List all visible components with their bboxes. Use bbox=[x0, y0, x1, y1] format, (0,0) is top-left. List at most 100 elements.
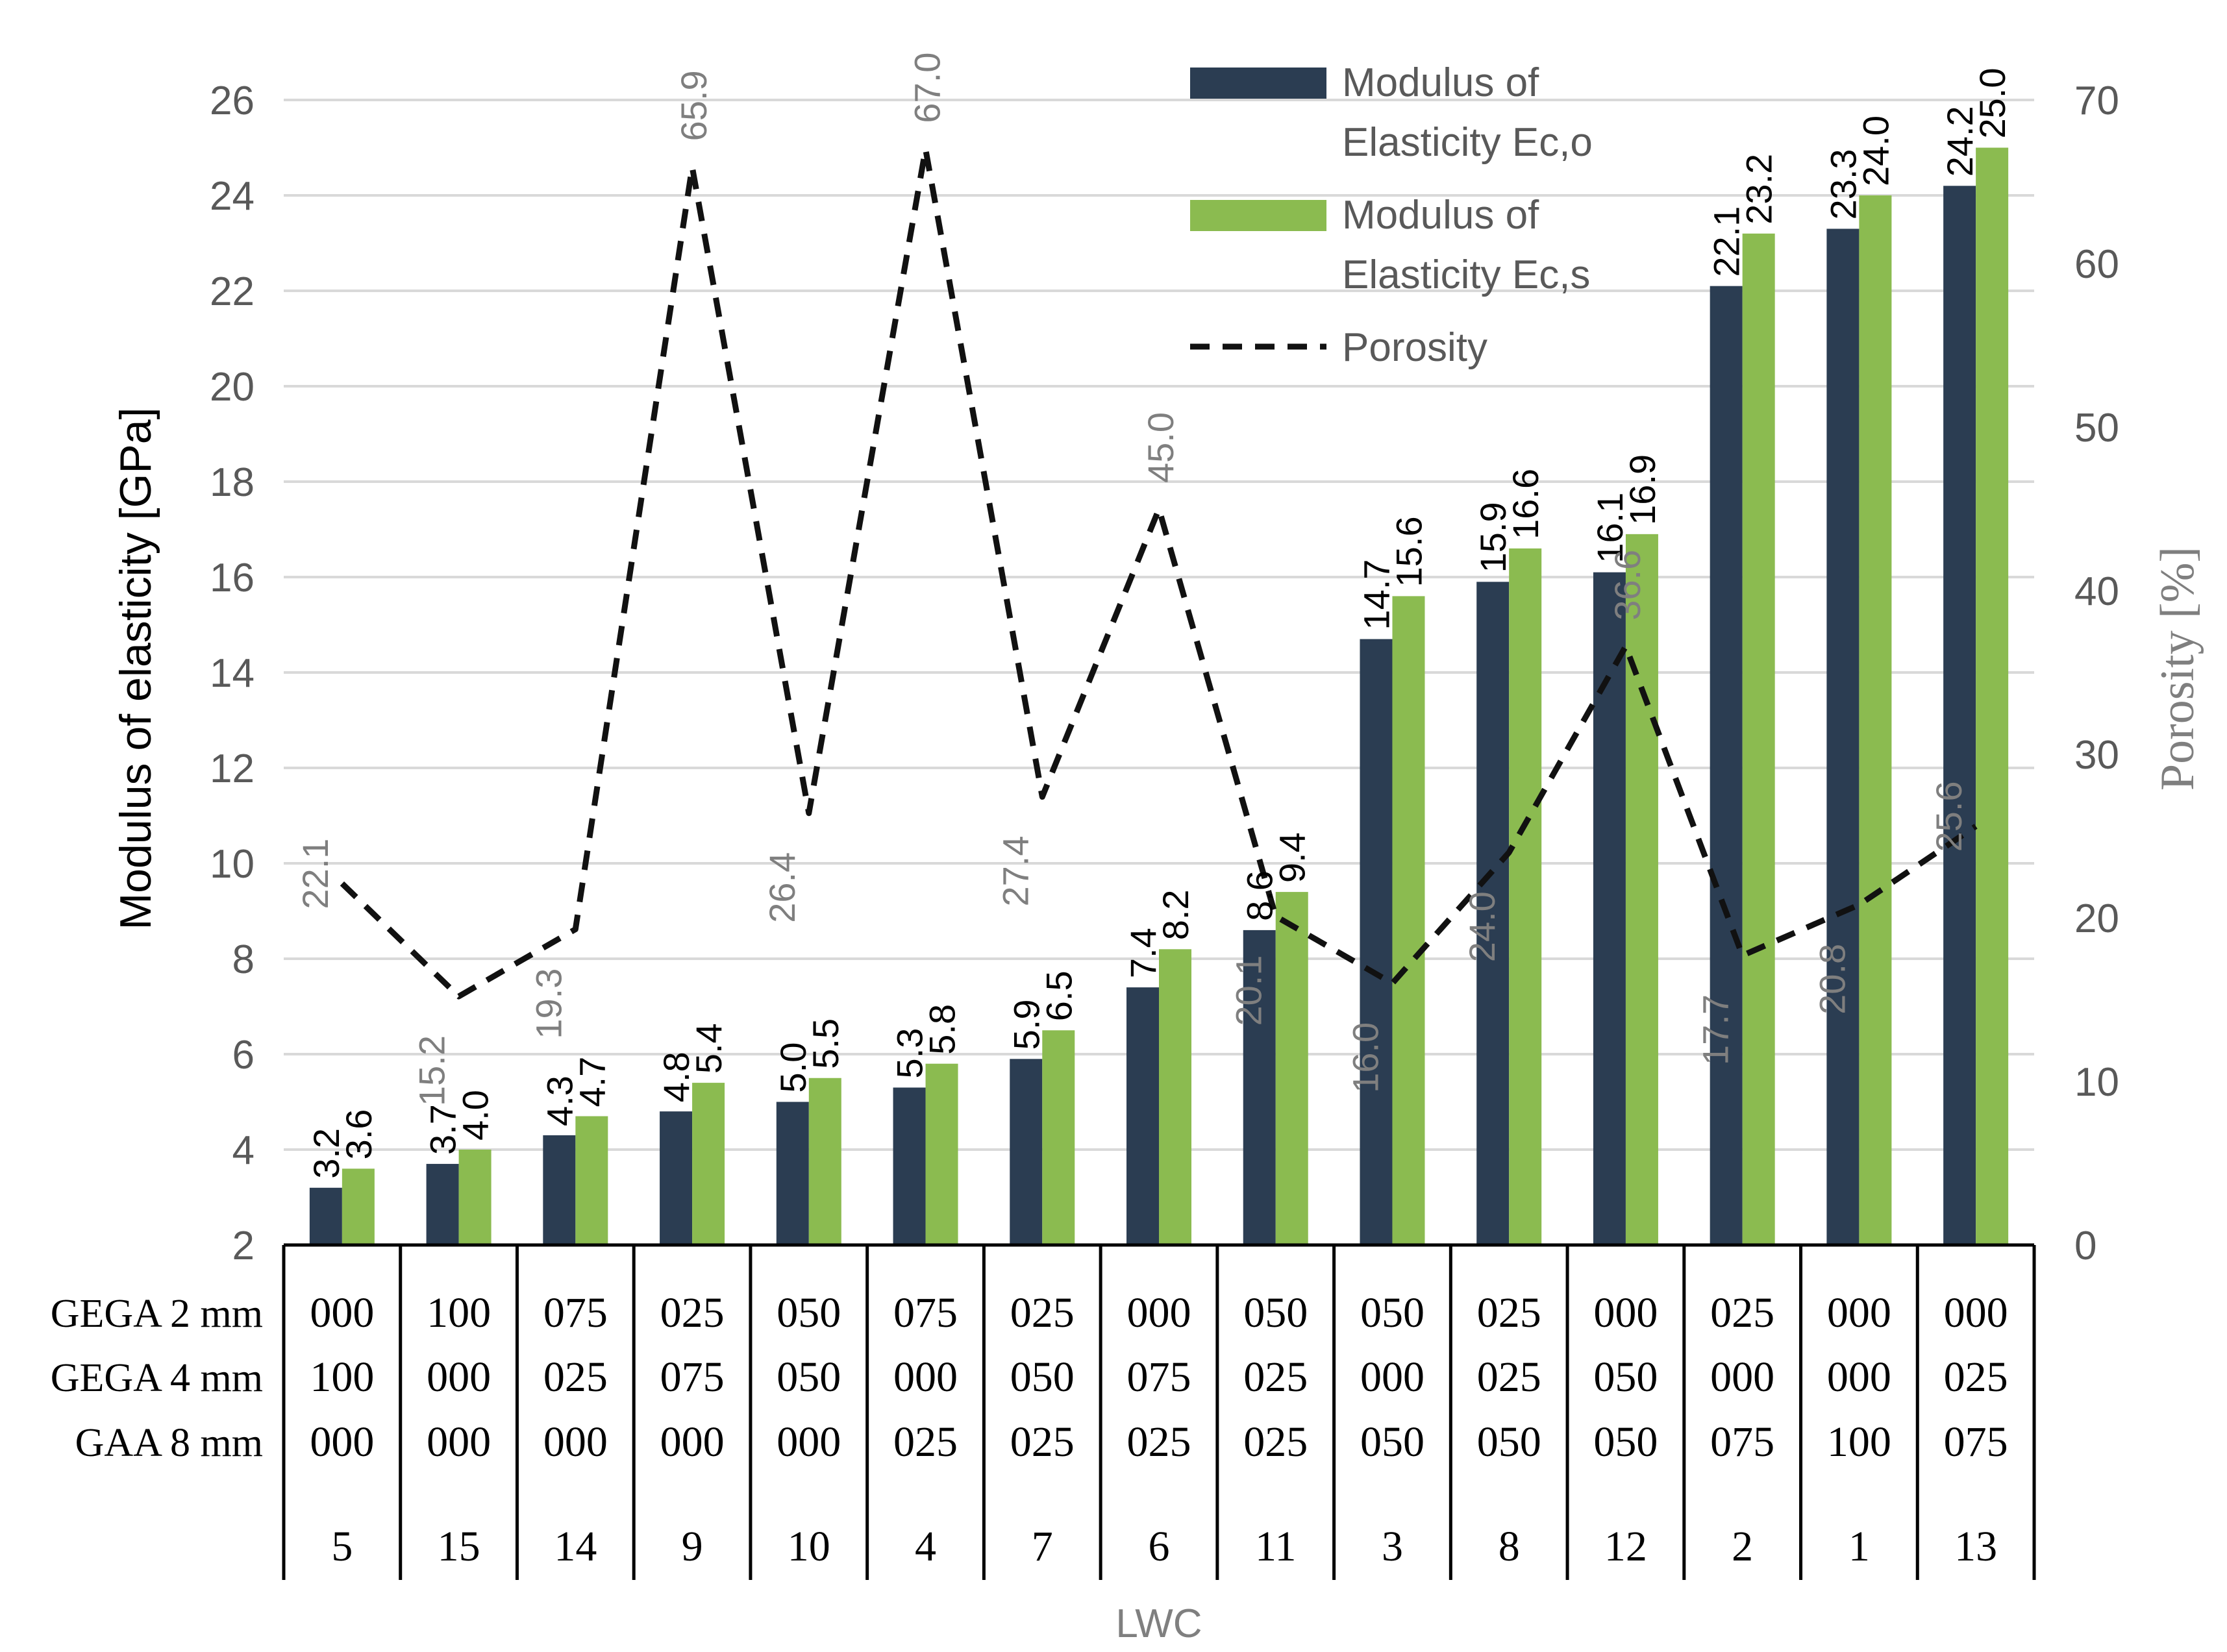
table-cell: 000 bbox=[1593, 1289, 1658, 1337]
y2-tick-label: 10 bbox=[2074, 1060, 2119, 1105]
y2-tick-label: 0 bbox=[2074, 1224, 2096, 1268]
bar-ec-s bbox=[925, 1063, 958, 1245]
table-cell: 075 bbox=[543, 1289, 608, 1337]
table-cell: 050 bbox=[1593, 1418, 1658, 1466]
data-label-ec-o: 23.3 bbox=[1823, 149, 1863, 219]
data-label-porosity: 17.7 bbox=[1695, 994, 1736, 1065]
data-label-porosity: 19.3 bbox=[528, 968, 569, 1039]
table-cell: 100 bbox=[1827, 1418, 1891, 1466]
table-row-label: GAA 8 mm bbox=[75, 1421, 263, 1465]
y-tick-label: 26 bbox=[210, 79, 255, 123]
y2-axis-title: Porosity [%] bbox=[2151, 547, 2204, 791]
y-tick-label: 14 bbox=[210, 651, 255, 696]
data-label-porosity: 20.8 bbox=[1811, 944, 1852, 1015]
data-label-ec-s: 9.4 bbox=[1272, 832, 1313, 883]
table-cell: 025 bbox=[543, 1353, 608, 1401]
table-cell: 000 bbox=[1944, 1289, 2008, 1337]
y-tick-label: 22 bbox=[210, 269, 255, 314]
table-cell: 000 bbox=[1360, 1353, 1425, 1401]
y2-tick-label: 30 bbox=[2074, 733, 2119, 778]
table-cell: 025 bbox=[893, 1418, 958, 1466]
data-label-ec-s: 5.4 bbox=[688, 1023, 729, 1074]
data-label-ec-o: 5.9 bbox=[1006, 999, 1047, 1050]
x-category-label: 6 bbox=[1149, 1523, 1170, 1570]
legend: Modulus of Elasticity Ec,o Modulus of El… bbox=[1190, 60, 1593, 370]
data-label-ec-o: 15.9 bbox=[1473, 502, 1513, 573]
data-label-ec-o: 5.3 bbox=[890, 1028, 930, 1079]
data-label-ec-o: 22.1 bbox=[1706, 206, 1747, 277]
table-cell: 000 bbox=[427, 1418, 491, 1466]
data-label-porosity: 20.1 bbox=[1228, 955, 1269, 1026]
table-cell: 000 bbox=[310, 1289, 374, 1337]
data-label-porosity: 45.0 bbox=[1140, 412, 1181, 483]
data-label-ec-s: 8.2 bbox=[1155, 889, 1196, 940]
bar-ec-o bbox=[1593, 572, 1626, 1245]
table-cell: 050 bbox=[1360, 1418, 1425, 1466]
table-cell: 050 bbox=[1477, 1418, 1541, 1466]
table-cell: 025 bbox=[1477, 1353, 1541, 1401]
y-tick-label: 10 bbox=[210, 842, 255, 887]
y2-tick-label: 40 bbox=[2074, 569, 2119, 614]
bar-ec-o bbox=[1943, 186, 1976, 1245]
table-cell: 050 bbox=[1360, 1289, 1425, 1337]
data-label-ec-o: 7.4 bbox=[1123, 928, 1163, 978]
data-label-ec-s: 5.8 bbox=[922, 1004, 963, 1055]
x-category-label: 3 bbox=[1382, 1523, 1403, 1570]
data-label-ec-o: 4.8 bbox=[656, 1052, 697, 1102]
table-cell: 050 bbox=[777, 1353, 841, 1401]
data-label-ec-s: 25.0 bbox=[1972, 68, 2013, 139]
legend-label-ec-o-line2: Elasticity Ec,o bbox=[1342, 120, 1593, 165]
y-tick-label: 6 bbox=[232, 1033, 255, 1078]
bar-ec-o bbox=[1010, 1059, 1043, 1245]
data-label-ec-s: 3.6 bbox=[338, 1109, 379, 1160]
table-cell: 075 bbox=[1710, 1418, 1774, 1466]
bars bbox=[309, 147, 2009, 1246]
table-cell: 025 bbox=[1477, 1289, 1541, 1337]
legend-label-porosity: Porosity bbox=[1342, 325, 1487, 370]
bar-ec-o bbox=[893, 1087, 926, 1245]
table-cell: 000 bbox=[777, 1418, 841, 1466]
y-tick-label: 24 bbox=[210, 174, 255, 219]
data-labels: 3.23.6 3.74.0 4.34.7 4.85.4 5.05.5 5.35.8 5.96… bbox=[295, 53, 2013, 1179]
table-cell: 100 bbox=[427, 1289, 491, 1337]
table-cell: 000 bbox=[893, 1353, 958, 1401]
table-cell: 000 bbox=[543, 1418, 608, 1466]
x-category-label: 8 bbox=[1499, 1523, 1520, 1570]
y2-tick-label: 70 bbox=[2074, 79, 2119, 123]
data-label-ec-o: 3.2 bbox=[306, 1128, 347, 1179]
table-cell: 100 bbox=[310, 1353, 374, 1401]
bar-ec-s bbox=[692, 1083, 725, 1245]
bar-ec-s bbox=[458, 1150, 491, 1245]
bar-ec-o bbox=[1126, 987, 1159, 1245]
bar-ec-s bbox=[1159, 949, 1191, 1245]
bar-ec-o bbox=[1476, 582, 1510, 1245]
data-label-ec-o: 3.7 bbox=[423, 1104, 464, 1155]
porosity-line bbox=[340, 146, 1978, 1000]
legend-swatch-ec-o bbox=[1190, 68, 1326, 99]
legend-label-ec-o-line1: Modulus of bbox=[1342, 60, 1539, 105]
data-label-ec-o: 16.1 bbox=[1589, 493, 1630, 563]
data-label-porosity: 16.0 bbox=[1345, 1022, 1386, 1093]
data-label-ec-s: 6.5 bbox=[1038, 970, 1079, 1021]
porosity-series-path bbox=[340, 146, 1978, 1000]
y-tick-label: 20 bbox=[210, 365, 255, 410]
table-row-label: GEGA 2 mm bbox=[51, 1292, 263, 1336]
table-cell: 025 bbox=[1710, 1289, 1774, 1337]
table-cell: 025 bbox=[660, 1289, 725, 1337]
data-label-ec-s: 16.6 bbox=[1505, 469, 1546, 539]
table-cell: 025 bbox=[1010, 1418, 1075, 1466]
data-label-porosity: 36.6 bbox=[1607, 550, 1648, 621]
table-cell: 075 bbox=[893, 1289, 958, 1337]
data-label-ec-s: 16.9 bbox=[1622, 454, 1663, 525]
table-cell: 025 bbox=[1243, 1353, 1308, 1401]
table-cell: 000 bbox=[1827, 1289, 1891, 1337]
x-category-label: 14 bbox=[554, 1523, 597, 1570]
bar-ec-o bbox=[309, 1187, 342, 1245]
data-label-porosity: 25.6 bbox=[1928, 781, 1969, 852]
legend-label-ec-s-line1: Modulus of bbox=[1342, 193, 1539, 238]
x-category-label: 11 bbox=[1255, 1523, 1297, 1570]
bar-ec-o bbox=[1826, 228, 1860, 1246]
x-category-label: 5 bbox=[331, 1523, 353, 1570]
data-label-ec-s: 23.2 bbox=[1739, 154, 1780, 225]
bar-ec-s bbox=[342, 1168, 375, 1245]
